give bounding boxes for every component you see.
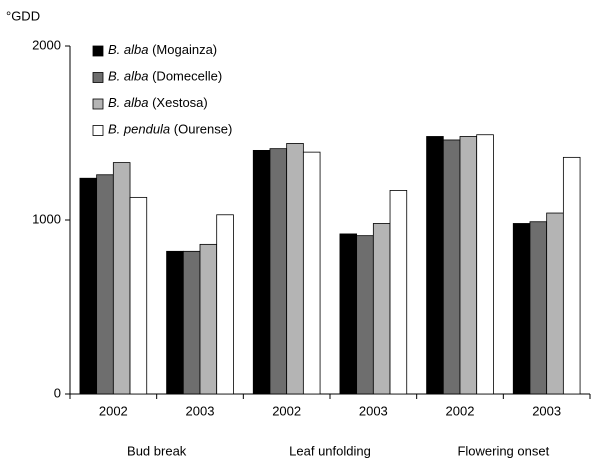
bar	[96, 174, 114, 395]
group-label: Leaf unfolding	[289, 443, 371, 458]
bar	[252, 149, 271, 395]
bar	[476, 134, 494, 395]
group-label: Bud break	[127, 443, 187, 458]
legend-label: B. pendula (Ourense)	[108, 122, 232, 137]
bar	[302, 151, 321, 395]
bar	[339, 233, 358, 395]
bar	[269, 148, 288, 395]
legend-site: (Mogainza)	[148, 42, 217, 57]
bar	[356, 235, 374, 395]
legend-swatch	[92, 125, 104, 136]
legend-label: B. alba (Domecelle)	[108, 69, 222, 84]
bar	[372, 223, 391, 395]
bar	[216, 214, 234, 395]
y-tick-label: 1000	[32, 211, 61, 226]
group-label: Flowering onset	[457, 443, 549, 458]
bar	[286, 143, 304, 395]
legend-species: B. alba	[108, 69, 148, 84]
bar	[79, 177, 98, 395]
legend-site: (Xestosa)	[148, 95, 207, 110]
legend-label: B. alba (Mogainza)	[108, 42, 217, 57]
legend-species: B. alba	[108, 42, 148, 57]
legend-swatch	[92, 45, 104, 57]
bar	[562, 156, 581, 395]
x-tick-label: 2003	[359, 403, 388, 418]
x-tick-label: 2002	[272, 403, 301, 418]
bar	[546, 212, 564, 395]
legend-species: B. alba	[108, 95, 148, 110]
legend-site: (Ourense)	[170, 122, 232, 137]
bar	[166, 250, 184, 395]
x-tick-label: 2003	[186, 403, 215, 418]
legend-swatch	[92, 72, 104, 83]
y-axis-label: °GDD	[6, 8, 40, 23]
bar	[182, 250, 201, 395]
legend-species: B. pendula	[108, 122, 170, 137]
bar	[199, 243, 218, 395]
bar	[442, 139, 461, 395]
y-tick-label: 2000	[32, 37, 61, 52]
bar	[529, 221, 548, 395]
legend-site: (Domecelle)	[148, 69, 222, 84]
x-tick-label: 2002	[99, 403, 128, 418]
bar	[459, 136, 478, 395]
x-tick-label: 2003	[532, 403, 561, 418]
x-tick-label: 2002	[446, 403, 475, 418]
bar	[129, 196, 148, 395]
legend-label: B. alba (Xestosa)	[108, 95, 208, 110]
y-tick-label: 0	[54, 385, 61, 400]
bar	[512, 223, 531, 395]
bar	[112, 162, 131, 395]
legend-swatch	[92, 98, 104, 110]
bar	[426, 136, 444, 395]
bar	[389, 190, 408, 395]
